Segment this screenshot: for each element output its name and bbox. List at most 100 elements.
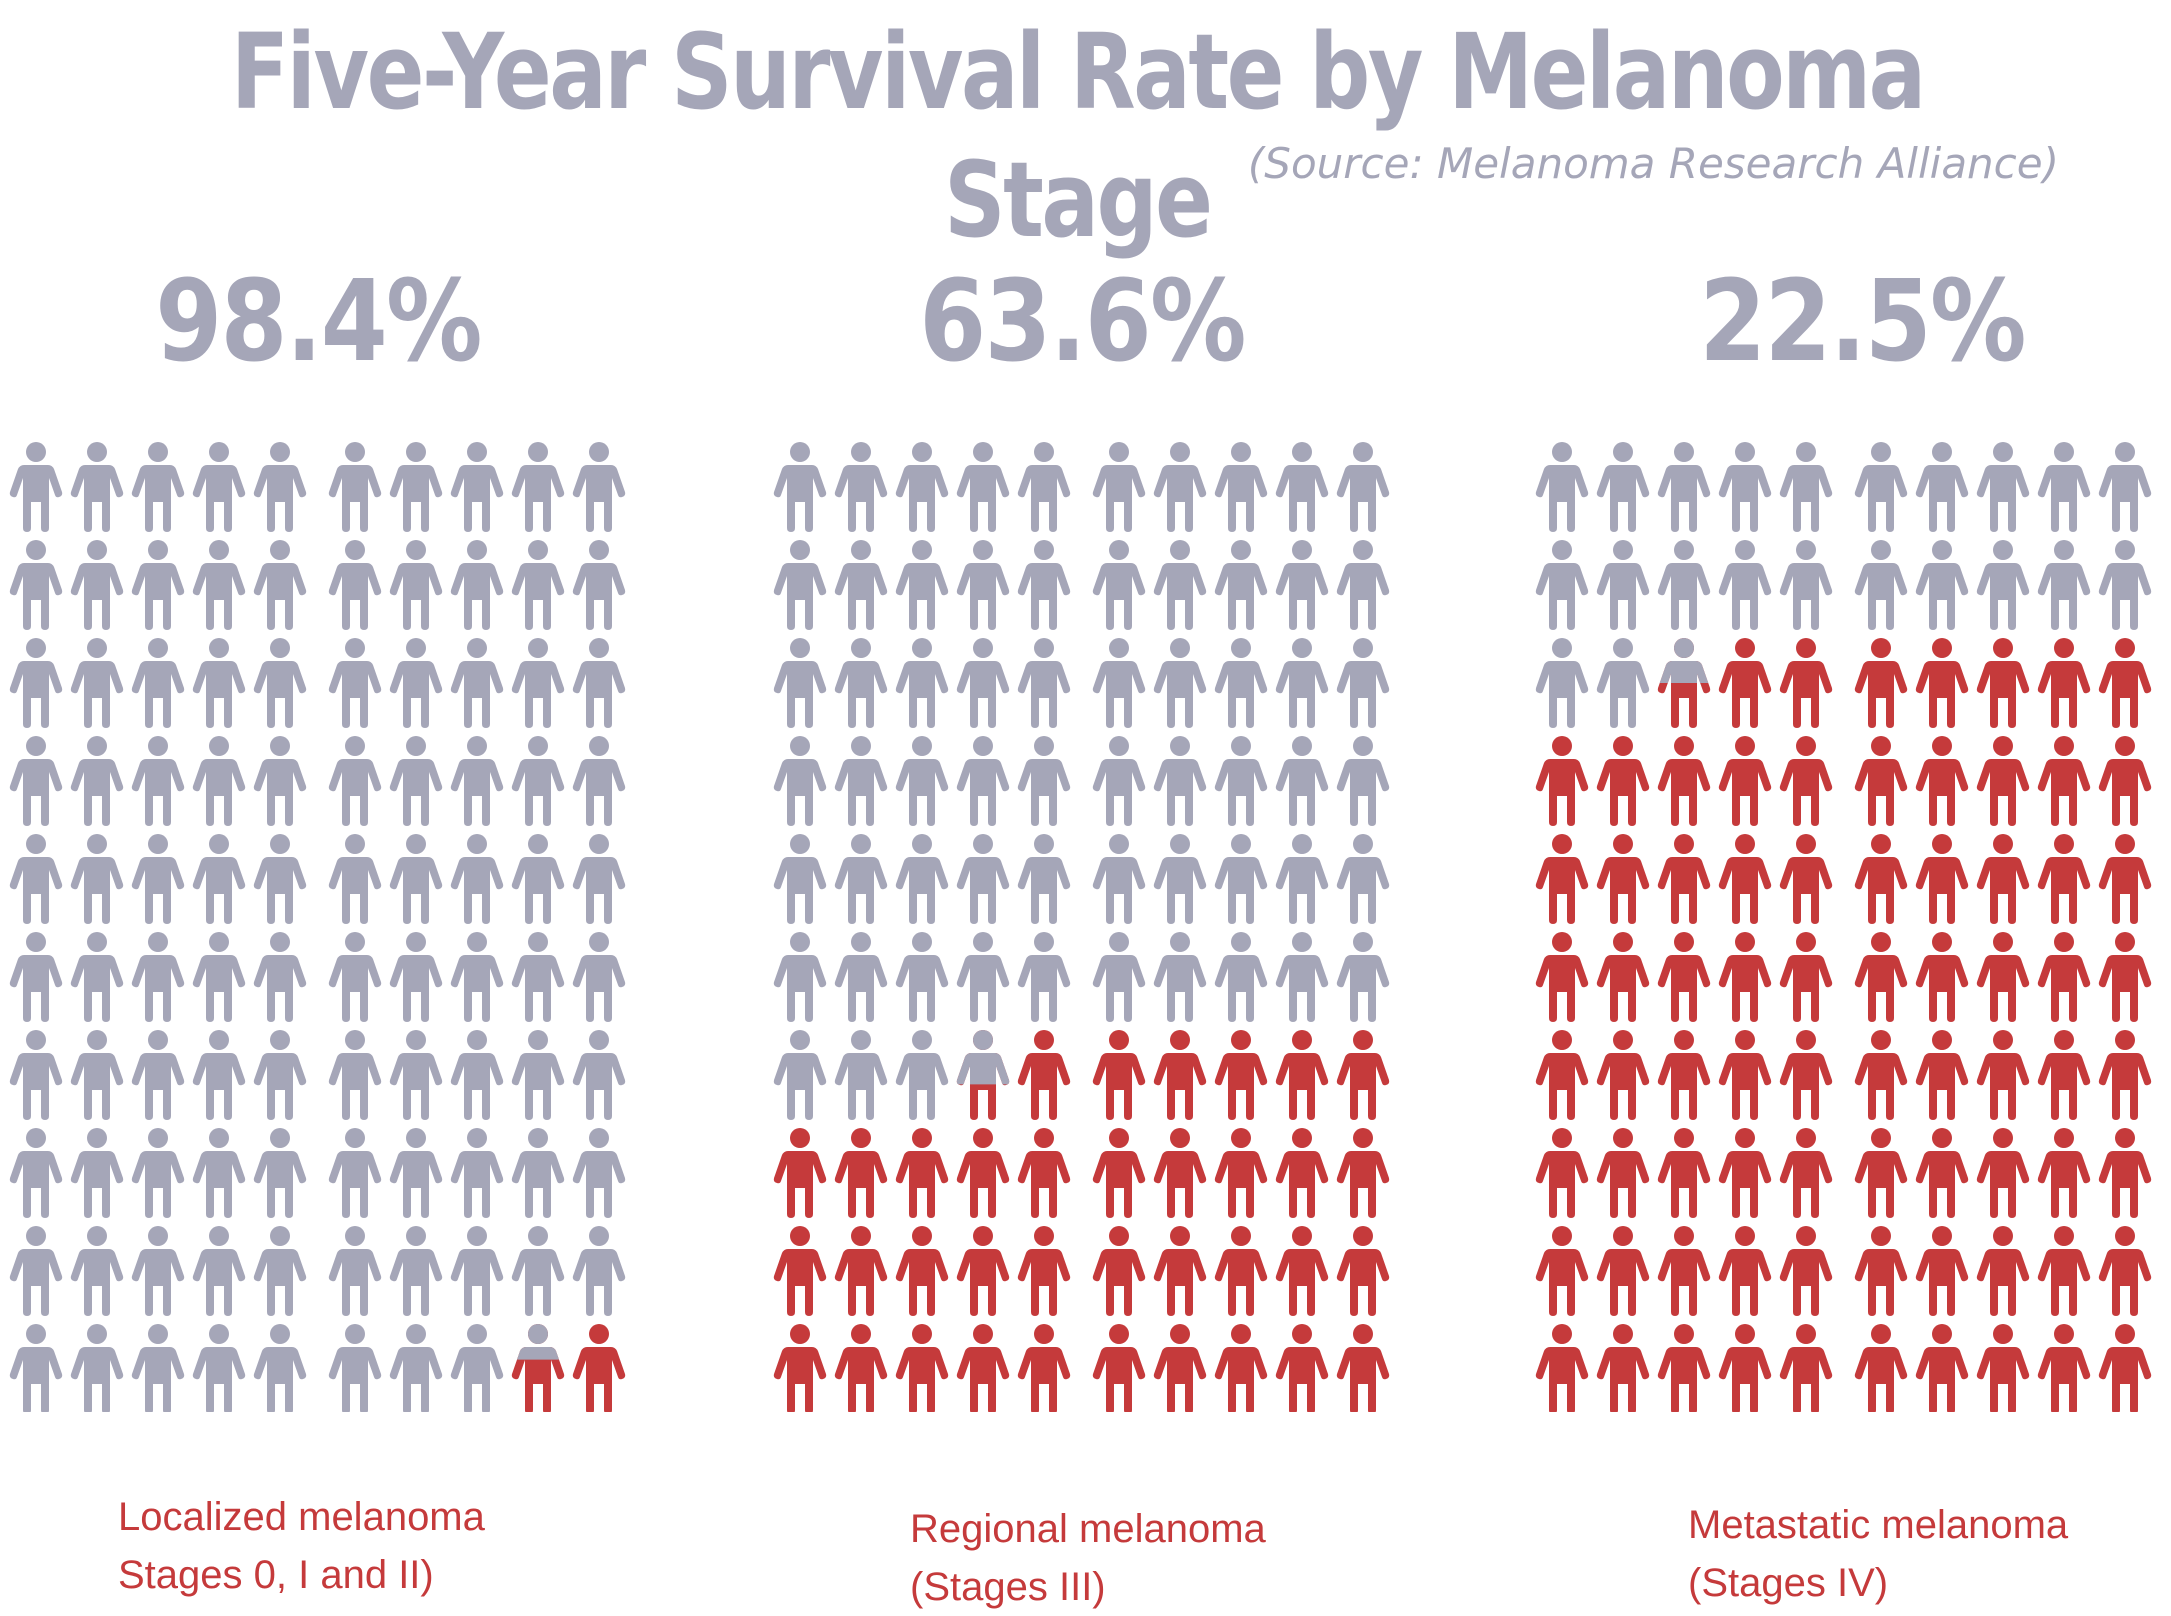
person-icon (895, 1226, 949, 1316)
person-icon (1092, 736, 1146, 826)
person-icon (389, 638, 443, 728)
person-icon (572, 932, 626, 1022)
person-icon (1017, 736, 1071, 826)
chart-source: (Source: Melanoma Research Alliance) (1247, 139, 2059, 188)
person-icon (1153, 736, 1207, 826)
person-icon (1596, 1226, 1650, 1316)
person-icon (1718, 1324, 1772, 1412)
person-icon (450, 1128, 504, 1218)
person-icon (1153, 638, 1207, 728)
person-icon (956, 932, 1010, 1022)
person-icon (572, 736, 626, 826)
person-icon (2098, 1226, 2152, 1316)
person-icon (1596, 638, 1650, 728)
person-icon (1915, 540, 1969, 630)
person-icon (9, 638, 63, 728)
person-icon (192, 1030, 246, 1120)
person-icon (1153, 1030, 1207, 1120)
person-icon (1535, 1324, 1589, 1412)
person-icon (450, 1324, 504, 1412)
person-icon (834, 442, 888, 532)
person-icon (1535, 540, 1589, 630)
person-icon (1092, 1324, 1146, 1412)
person-icon (834, 540, 888, 630)
person-icon (192, 736, 246, 826)
person-icon (1718, 834, 1772, 924)
person-icon (895, 540, 949, 630)
person-icon (450, 442, 504, 532)
person-icon (1336, 540, 1390, 630)
person-icon (9, 1226, 63, 1316)
person-icon (773, 1226, 827, 1316)
person-icon (1535, 1226, 1589, 1316)
person-icon (328, 932, 382, 1022)
person-icon (1535, 736, 1589, 826)
person-icon (834, 1128, 888, 1218)
person-icon (1718, 1030, 1772, 1120)
person-icon (1718, 442, 1772, 532)
person-icon (70, 540, 124, 630)
person-icon (1657, 540, 1711, 630)
person-icon (2037, 736, 2091, 826)
person-icon (956, 1324, 1010, 1412)
person-icon (773, 736, 827, 826)
person-icon (192, 442, 246, 532)
panel-1-percent: 98.4% (155, 257, 482, 387)
person-icon (1017, 540, 1071, 630)
person-icon (2037, 1030, 2091, 1120)
person-icon (2098, 638, 2152, 728)
person-icon (1336, 932, 1390, 1022)
person-icon (511, 638, 565, 728)
person-icon (572, 1030, 626, 1120)
person-icon (572, 1226, 626, 1316)
person-icon (192, 540, 246, 630)
person-icon (70, 638, 124, 728)
person-icon (1915, 736, 1969, 826)
person-icon (511, 1226, 565, 1316)
person-icon (2037, 1226, 2091, 1316)
person-icon (2037, 1128, 2091, 1218)
person-icon (895, 638, 949, 728)
person-icon (511, 932, 565, 1022)
person-icon (1596, 1128, 1650, 1218)
person-icon (1336, 1030, 1390, 1120)
person-icon (2037, 638, 2091, 728)
person-icon (1017, 1030, 1071, 1120)
person-icon (773, 932, 827, 1022)
person-icon (131, 540, 185, 630)
person-icon (131, 638, 185, 728)
person-icon (131, 736, 185, 826)
person-icon (1214, 638, 1268, 728)
person-icon (9, 932, 63, 1022)
person-icon (773, 1324, 827, 1412)
person-icon (450, 736, 504, 826)
person-icon (2098, 1324, 2152, 1412)
person-icon (1275, 736, 1329, 826)
person-icon (773, 540, 827, 630)
chart-title: Five-Year Survival Rate by Melanoma Stag… (230, 11, 1926, 261)
person-icon (389, 540, 443, 630)
panel-2-pictogram (773, 442, 1390, 1412)
person-icon (70, 442, 124, 532)
person-icon (131, 1226, 185, 1316)
person-icon (1596, 736, 1650, 826)
person-icon (1214, 1324, 1268, 1412)
person-icon (9, 540, 63, 630)
person-icon (70, 1030, 124, 1120)
person-icon (1976, 540, 2030, 630)
person-icon (1275, 1128, 1329, 1218)
person-icon (1915, 1030, 1969, 1120)
person-icon (1275, 932, 1329, 1022)
person-icon (70, 1226, 124, 1316)
person-icon (1153, 834, 1207, 924)
person-icon (511, 540, 565, 630)
person-icon (1336, 1226, 1390, 1316)
person-icon (572, 442, 626, 532)
person-icon (1976, 932, 2030, 1022)
person-icon (1092, 638, 1146, 728)
person-icon (1854, 834, 1908, 924)
person-icon (328, 1128, 382, 1218)
person-icon (70, 1324, 124, 1412)
person-icon (1976, 1030, 2030, 1120)
panel-1-label: Localized melanoma Stages 0, I and II) (118, 1488, 485, 1604)
